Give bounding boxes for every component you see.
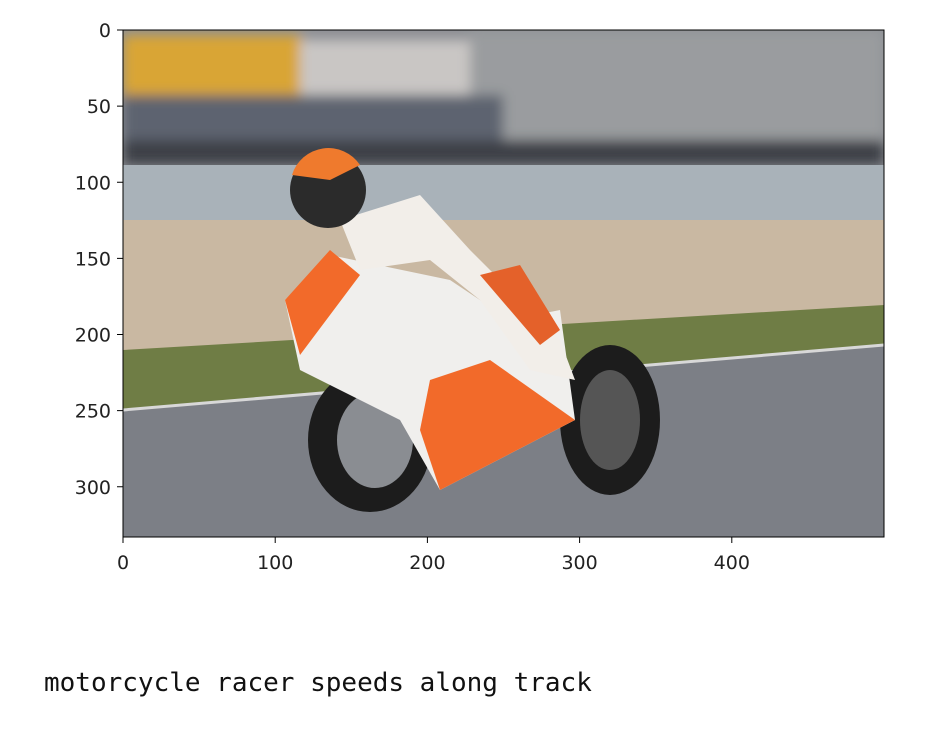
axes-frame — [122, 29, 885, 538]
figure: 0 100 200 300 400 0 50 100 150 200 250 300 — [75, 20, 885, 574]
y-tick-label: 150 — [75, 248, 111, 270]
y-tick-label: 50 — [87, 96, 111, 118]
x-tick-label: 100 — [257, 552, 293, 574]
caption: motorcycle racer speeds along track — [44, 668, 592, 698]
photo — [123, 30, 884, 537]
x-tick-label: 400 — [714, 552, 750, 574]
ticks: 0 100 200 300 400 0 50 100 150 200 250 300 — [75, 20, 750, 574]
y-tick-label: 300 — [75, 477, 111, 499]
y-tick-label: 200 — [75, 325, 111, 347]
x-tick-label: 0 — [117, 552, 129, 574]
x-tick-label: 300 — [561, 552, 597, 574]
x-tick-label: 200 — [409, 552, 445, 574]
y-tick-label: 100 — [75, 172, 111, 194]
y-tick-label: 0 — [99, 20, 111, 42]
y-tick-label: 250 — [75, 401, 111, 423]
